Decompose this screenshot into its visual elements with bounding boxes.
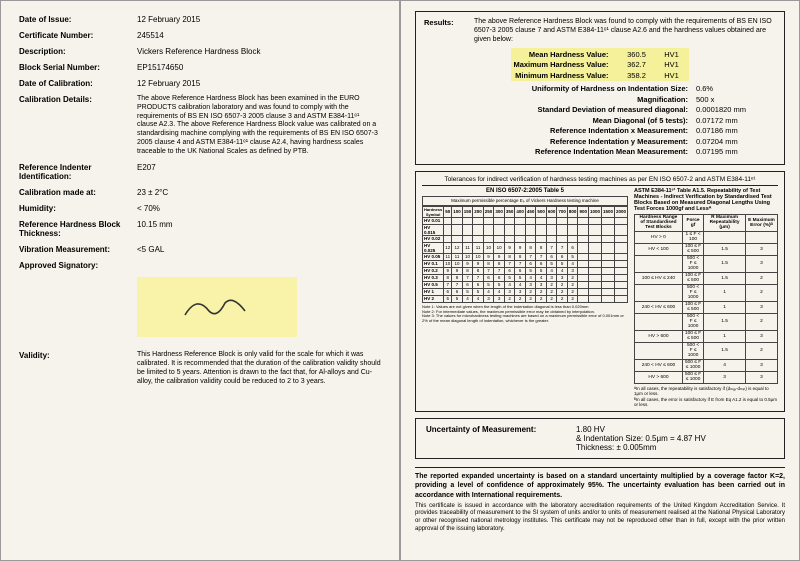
row-date-cal: Date of Calibration: 12 February 2015	[19, 79, 381, 88]
value: Vickers Reference Hardness Block	[137, 47, 381, 56]
row-cal-details: Calibration Details: The above Reference…	[19, 95, 381, 156]
value: 245514	[137, 31, 381, 40]
row-cert-number: Certificate Number: 245514	[19, 31, 381, 40]
value: The above Reference Hardness Block has b…	[137, 95, 381, 156]
iso-table: Hardness Symbol5010015020025030035040045…	[422, 206, 628, 303]
results-box: Results: The above Reference Hardness Bl…	[415, 11, 785, 165]
uncert-v2: & Indentation Size: 0.5μm = 4.87 HV	[576, 434, 774, 443]
row-uniformity: Uniformity of Hardness on Indentation Si…	[424, 84, 776, 93]
footer-bold: The reported expanded uncertainty is bas…	[415, 472, 785, 499]
row-magnification: Magnification:500 x	[424, 95, 776, 104]
uncert-v3: Thickness: ± 0.005mm	[576, 443, 774, 452]
label: Certificate Number:	[19, 31, 137, 40]
results-text: The above Reference Hardness Block was f…	[474, 18, 776, 44]
row-description: Description: Vickers Reference Hardness …	[19, 47, 381, 56]
tolerances-box: Tolerances for indirect verification of …	[415, 171, 785, 413]
row-mean-diag: Mean Diagonal (of 5 tests):0.07172 mm	[424, 116, 776, 125]
divider	[415, 467, 785, 468]
label: Approved Signatory:	[19, 261, 137, 270]
results-label: Results:	[424, 18, 474, 44]
value: <5 GAL	[137, 245, 381, 254]
certificate-page-left: Date of Issue: 12 February 2015 Certific…	[0, 0, 400, 561]
uncertainty-box: Uncertainty of Measurement: 1.80 HV & In…	[415, 418, 785, 459]
label: Calibration made at:	[19, 188, 137, 197]
astm-column: ASTM E384-11ᵉ¹ Table A1.5. Repeatability…	[634, 188, 778, 408]
label: Reference Indenter Identification:	[19, 163, 137, 181]
row-thickness: Reference Hardness Block Thickness: 10.1…	[19, 220, 381, 238]
value: EP15174650	[137, 63, 381, 72]
astm-title: ASTM E384-11ᵉ¹ Table A1.5. Repeatability…	[634, 188, 778, 212]
mean-hardness-highlight: Mean Hardness Value:360.5HV1 Maximum Har…	[511, 48, 688, 81]
iso-column: EN ISO 6507-2:2005 Table 5 Maximum permi…	[422, 188, 628, 408]
astm-table: Hardness Range of Standardised Test Bloc…	[634, 214, 778, 384]
row-serial: Block Serial Number: EP15174650	[19, 63, 381, 72]
signature-box	[137, 277, 297, 337]
label: Block Serial Number:	[19, 63, 137, 72]
uncert-v1: 1.80 HV	[576, 425, 774, 434]
label: Reference Hardness Block Thickness:	[19, 220, 137, 238]
value: This Hardness Reference Block is only va…	[137, 351, 381, 386]
row-ref-y: Reference Indentation y Measurement:0.07…	[424, 137, 776, 146]
certificate-page-right: Results: The above Reference Hardness Bl…	[400, 0, 800, 561]
value: 12 February 2015	[137, 15, 381, 24]
row-cal-at: Calibration made at: 23 ± 2°C	[19, 188, 381, 197]
row-humidity: Humidity: < 70%	[19, 204, 381, 213]
label: Description:	[19, 47, 137, 56]
value: 12 February 2015	[137, 79, 381, 88]
label: Calibration Details:	[19, 95, 137, 156]
uncert-label: Uncertainty of Measurement:	[426, 425, 576, 452]
value: 23 ± 2°C	[137, 188, 381, 197]
label: Validity:	[19, 351, 137, 386]
row-indenter: Reference Indenter Identification: E207	[19, 163, 381, 181]
row-vibration: Vibration Measurement: <5 GAL	[19, 245, 381, 254]
row-ref-mean: Reference Indentation Mean Measurement:0…	[424, 147, 776, 156]
row-validity: Validity: This Hardness Reference Block …	[19, 351, 381, 386]
label: Humidity:	[19, 204, 137, 213]
label: Date of Calibration:	[19, 79, 137, 88]
row-ref-x: Reference Indentation x Measurement:0.07…	[424, 126, 776, 135]
row-stddev: Standard Deviation of measured diagonal:…	[424, 105, 776, 114]
tol-title: Tolerances for indirect verification of …	[422, 176, 778, 186]
footer-text: This certificate is issued in accordance…	[415, 503, 785, 534]
row-date-issue: Date of Issue: 12 February 2015	[19, 15, 381, 24]
row-signatory: Approved Signatory:	[19, 261, 381, 270]
iso-title: EN ISO 6507-2:2005 Table 5	[422, 188, 628, 194]
label: Date of Issue:	[19, 15, 137, 24]
value: < 70%	[137, 204, 381, 213]
footer: The reported expanded uncertainty is bas…	[415, 467, 785, 533]
value: E207	[137, 163, 381, 181]
value: 10.15 mm	[137, 220, 381, 238]
label: Vibration Measurement:	[19, 245, 137, 254]
signature-icon	[177, 287, 257, 327]
